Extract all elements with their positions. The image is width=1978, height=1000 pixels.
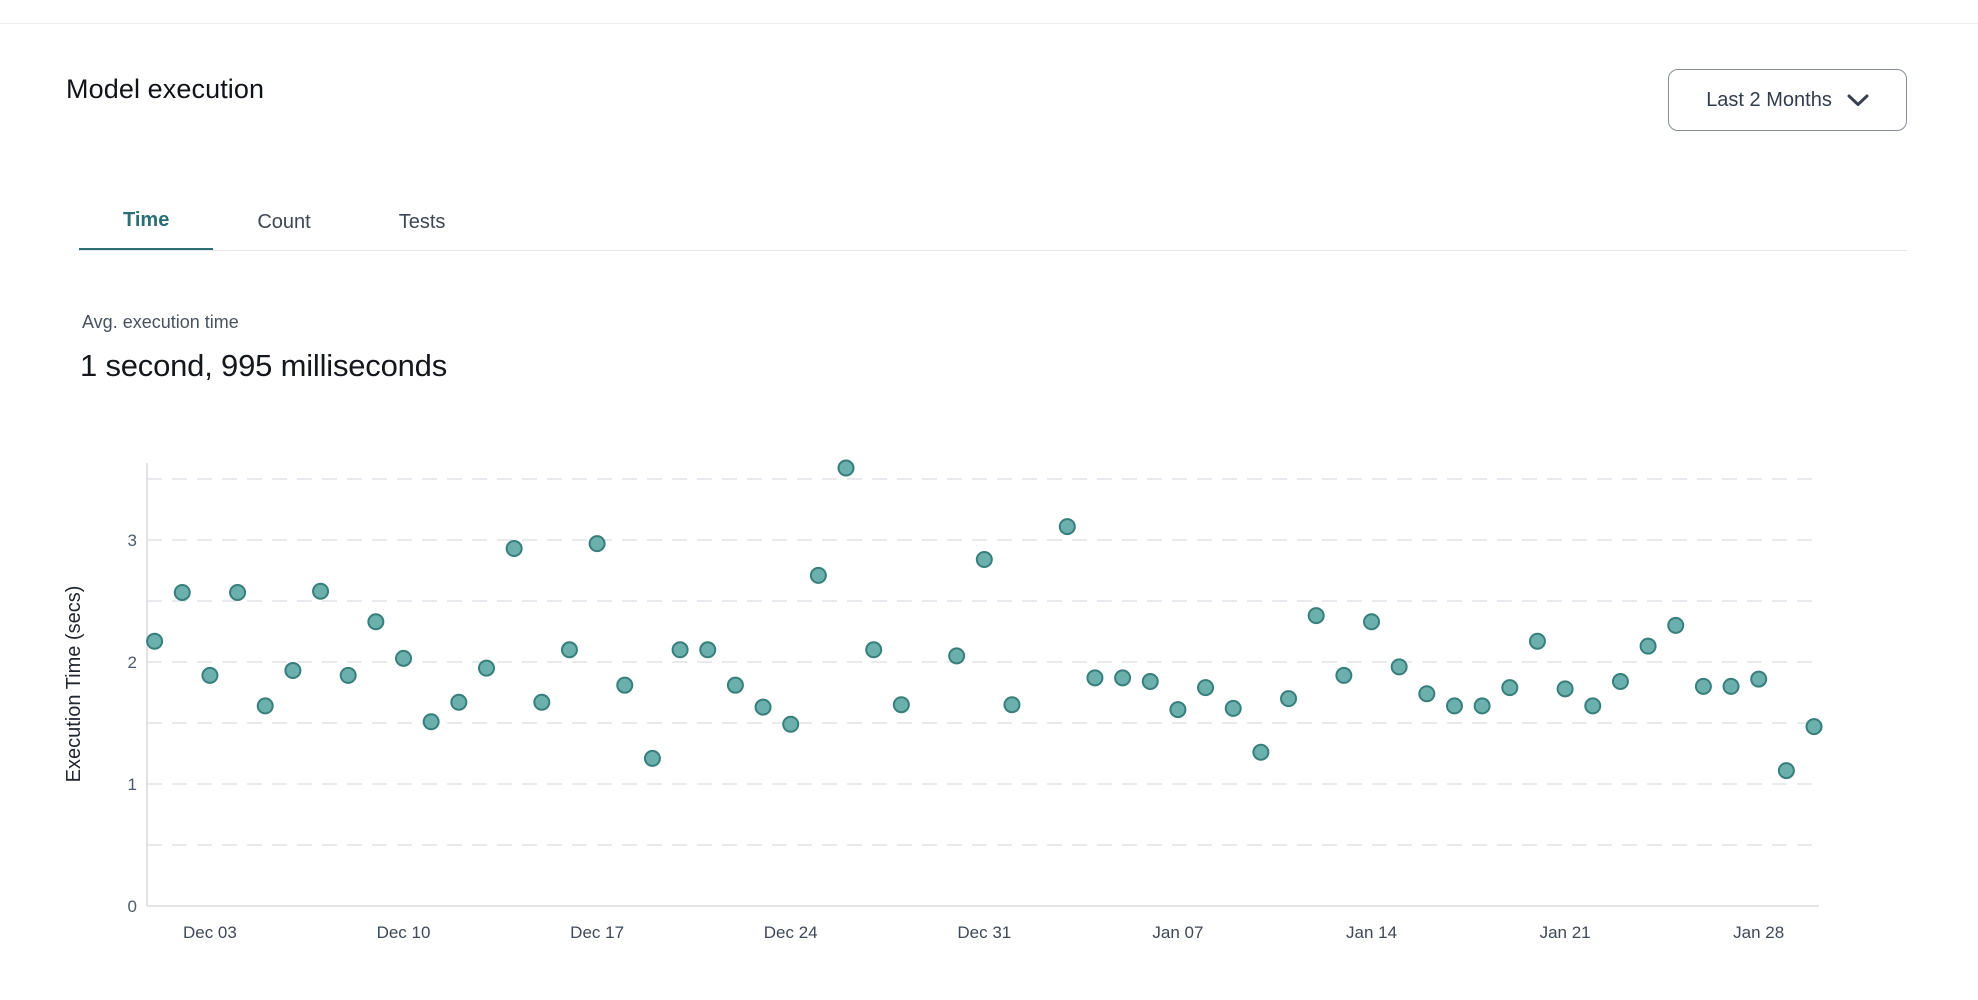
data-point: [1363, 613, 1381, 631]
data-point: [1694, 677, 1712, 695]
x-tick-label: Dec 24: [764, 923, 818, 942]
tabs-divider: [78, 250, 1907, 251]
y-tick-label: 2: [128, 653, 137, 672]
x-tick-label: Dec 03: [183, 923, 237, 942]
data-point: [560, 641, 578, 659]
data-point: [1141, 673, 1159, 691]
metric-label: Avg. execution time: [82, 312, 239, 332]
data-point: [1335, 666, 1353, 684]
x-tick-label: Jan 28: [1733, 923, 1784, 942]
data-point: [1528, 632, 1546, 650]
data-point: [312, 582, 330, 600]
data-point: [1805, 718, 1823, 736]
data-point: [1611, 673, 1629, 691]
data-point: [726, 676, 744, 694]
tabs: Time Count Tests: [79, 193, 489, 251]
data-point: [256, 697, 274, 715]
data-point: [1390, 658, 1408, 676]
x-tick-label: Jan 07: [1152, 923, 1203, 942]
y-tick-label: 3: [128, 531, 137, 550]
data-point: [367, 613, 385, 631]
data-point: [422, 713, 440, 731]
data-point: [1224, 699, 1242, 717]
data-point: [782, 715, 800, 733]
data-point: [809, 566, 827, 584]
data-point: [1750, 670, 1768, 688]
y-tick-label: 0: [128, 897, 137, 916]
data-point: [1667, 616, 1685, 634]
data-point: [1445, 697, 1463, 715]
chevron-down-icon: [1847, 94, 1869, 106]
data-point: [1777, 762, 1795, 780]
data-point: [146, 632, 164, 650]
x-tick-label: Jan 14: [1346, 923, 1397, 942]
tab-count[interactable]: Count: [257, 210, 311, 233]
data-point: [1169, 701, 1187, 719]
data-point: [1307, 607, 1325, 625]
data-point: [1501, 679, 1519, 697]
data-point: [201, 666, 219, 684]
data-point: [588, 535, 606, 553]
execution-time-chart: Execution Time (secs) 0 1 2 3 Dec 03 Dec 10 De…: [63, 459, 1823, 942]
tab-tests[interactable]: Tests: [398, 210, 446, 233]
data-point: [450, 693, 468, 711]
data-point: [671, 641, 689, 659]
data-point: [284, 662, 302, 680]
data-point: [1418, 685, 1436, 703]
data-point: [229, 583, 247, 601]
x-tick-label: Dec 10: [377, 923, 431, 942]
data-point: [616, 676, 634, 694]
x-tick-label: Dec 31: [957, 923, 1011, 942]
data-point: [975, 551, 993, 569]
data-point: [1058, 518, 1076, 536]
data-point: [1197, 679, 1215, 697]
data-point: [643, 749, 661, 767]
y-axis-title: Execution Time (secs): [63, 586, 85, 783]
data-point: [754, 698, 772, 716]
top-divider: [0, 23, 1978, 24]
data-point: [892, 696, 910, 714]
time-range-label: Last 2 Months: [1706, 88, 1832, 111]
data-point: [1086, 669, 1104, 687]
time-range-dropdown[interactable]: Last 2 Months: [1668, 69, 1907, 131]
data-point: [948, 647, 966, 665]
data-point: [395, 649, 413, 667]
data-point: [865, 641, 883, 659]
tab-time[interactable]: Time: [79, 193, 214, 251]
data-point: [1114, 669, 1132, 687]
x-tick-label: Jan 21: [1540, 923, 1591, 942]
data-point: [1280, 690, 1298, 708]
data-point: [533, 693, 551, 711]
data-point: [1584, 697, 1602, 715]
data-point: [699, 641, 717, 659]
data-point: [173, 583, 191, 601]
data-point: [1639, 637, 1657, 655]
data-point: [1556, 680, 1574, 698]
page-title: Model execution: [66, 74, 265, 104]
data-point: [505, 540, 523, 558]
y-tick-label: 1: [128, 775, 137, 794]
data-point: [1722, 677, 1740, 695]
data-point: [477, 659, 495, 677]
metric-value: 1 second, 995 milliseconds: [80, 348, 448, 383]
data-point: [1003, 696, 1021, 714]
x-tick-label: Dec 17: [570, 923, 624, 942]
data-point: [837, 459, 855, 477]
data-point: [1473, 697, 1491, 715]
data-point: [1252, 743, 1270, 761]
data-point: [339, 666, 357, 684]
